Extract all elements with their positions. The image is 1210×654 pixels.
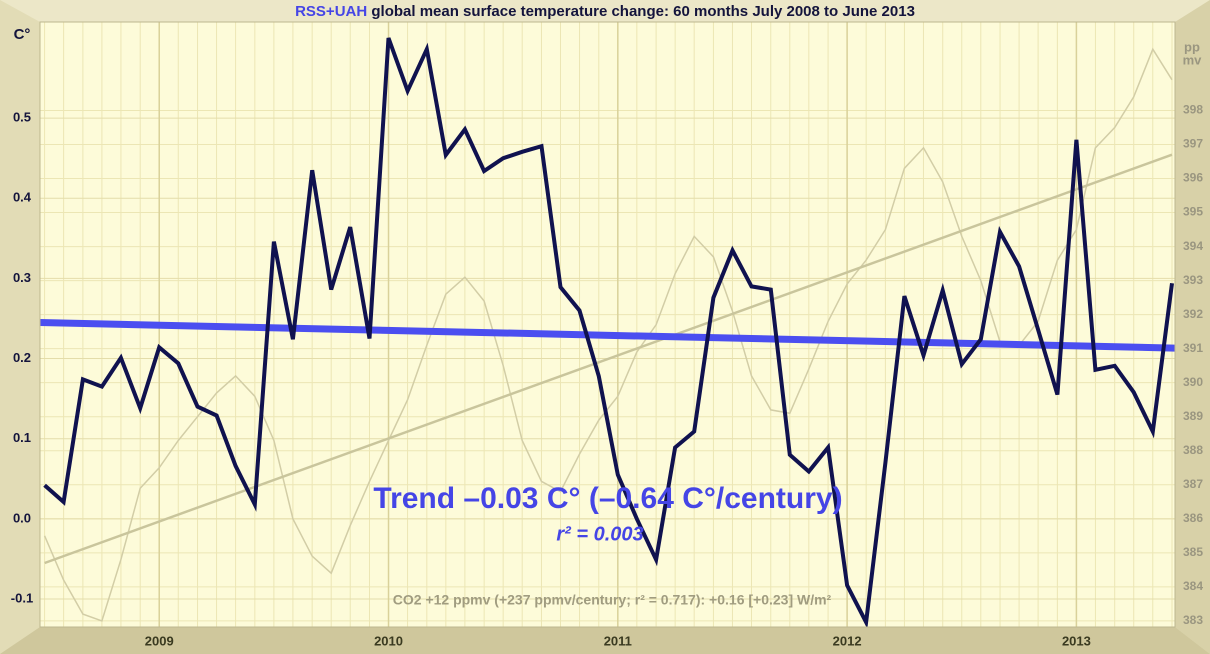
series-line	[44, 153, 1173, 565]
x-tick-label: 2010	[374, 633, 403, 648]
y2-tick-label: 383	[1183, 613, 1203, 627]
y2-tick-label: 389	[1183, 409, 1203, 423]
y2-tick-label: 384	[1183, 579, 1203, 593]
trend-annotation: Trend –0.03 C° (–0.64 C°/century)	[373, 482, 842, 515]
series-line	[40, 319, 1175, 352]
series-line	[43, 37, 1174, 627]
title-text: global mean surface temperature change: …	[371, 3, 915, 20]
y-tick-label: 0.4	[13, 190, 32, 205]
y2-axis-label: mv	[1183, 52, 1203, 67]
x-tick-label: 2009	[145, 633, 174, 648]
y-tick-label: 0.0	[13, 510, 31, 525]
x-tick-label: 2011	[604, 633, 632, 648]
chart-title: RSS+UAH global mean surface temperature …	[295, 3, 915, 20]
series-line	[43, 47, 1173, 622]
y2-tick-label: 392	[1183, 307, 1203, 321]
y-tick-label: 0.2	[13, 350, 31, 365]
y2-tick-label: 387	[1183, 477, 1203, 491]
co2-annotation: CO2 +12 ppmv (+237 ppmv/century; r² = 0.…	[393, 592, 832, 608]
bevel-bottom	[0, 627, 1210, 654]
y-axis-label: C°	[14, 26, 31, 43]
title-source: RSS+UAH	[295, 3, 367, 20]
y-tick-label: -0.1	[11, 590, 33, 605]
y2-tick-label: 385	[1183, 545, 1203, 559]
y-tick-label: 0.5	[13, 110, 31, 125]
x-tick-label: 2013	[1062, 633, 1091, 648]
y2-tick-label: 394	[1183, 239, 1203, 253]
bevel-right	[1175, 0, 1210, 654]
y2-tick-label: 391	[1183, 341, 1203, 355]
y-tick-label: 0.3	[13, 270, 31, 285]
r2-annotation: r² = 0.003	[556, 523, 643, 545]
y2-tick-label: 396	[1183, 171, 1203, 185]
marks	[40, 37, 1175, 627]
y2-tick-label: 395	[1183, 205, 1203, 219]
plot-border	[39, 21, 1176, 628]
y2-tick-label: 386	[1183, 511, 1203, 525]
x-tick-label: 2012	[833, 633, 862, 648]
y2-axis-label: pp	[1184, 39, 1200, 54]
y-tick-label: 0.1	[13, 430, 31, 445]
y2-tick-label: 397	[1183, 137, 1203, 151]
y2-tick-label: 388	[1183, 443, 1203, 457]
y2-tick-label: 393	[1183, 273, 1203, 287]
bevel-top	[0, 0, 1210, 22]
y2-tick-label: 390	[1183, 375, 1203, 389]
y2-tick-label: 398	[1183, 103, 1203, 117]
